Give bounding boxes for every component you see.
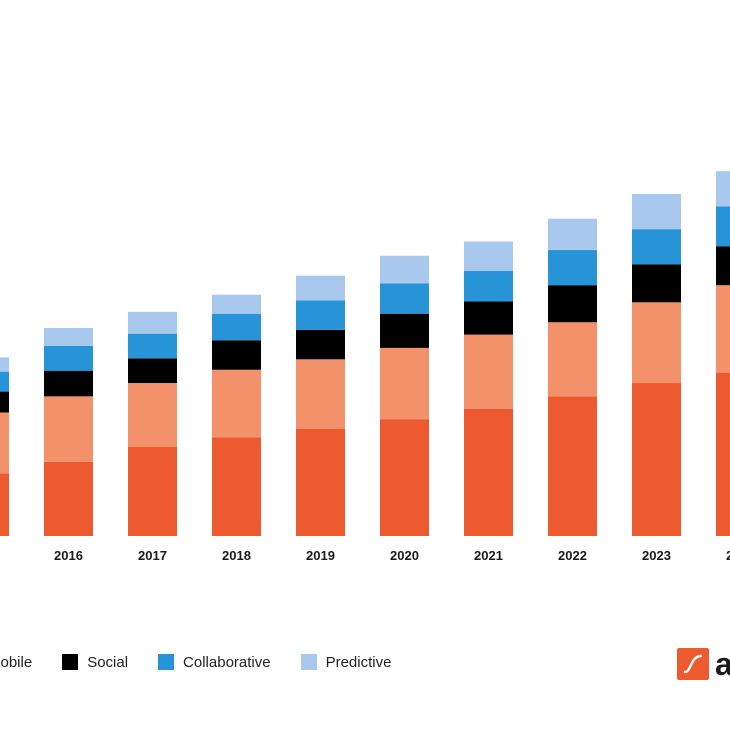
bar-segment-2022-s4 xyxy=(548,218,597,251)
bar-segment-2016-s1 xyxy=(44,396,93,462)
bar-segment-2021-s4 xyxy=(464,241,513,271)
bar-segment-2024-s1 xyxy=(716,285,730,373)
x-tick-label-2019: 2019 xyxy=(306,548,335,563)
bar-segment-2022-s3 xyxy=(548,250,597,286)
bar-segment-2020-s2 xyxy=(380,313,429,348)
legend-item-predictive: Predictive xyxy=(300,653,392,671)
bar-segment-2021-s2 xyxy=(464,301,513,335)
bar-segment-2023-s1 xyxy=(632,302,681,384)
x-tick-label-2021: 2021 xyxy=(474,548,503,563)
bar-segment-2022-s0 xyxy=(548,396,597,536)
legend-label-predictive: Predictive xyxy=(325,653,392,671)
bar-segment-2019-s2 xyxy=(296,329,345,360)
bar-segment-2024-s0 xyxy=(716,372,730,536)
bar-segment-2019-s4 xyxy=(296,275,345,301)
bar-segment-2015-s1 xyxy=(0,412,9,474)
bar-segment-2018-s2 xyxy=(212,340,261,370)
bar-segment-2020-s4 xyxy=(380,255,429,284)
bar-segment-2016-s3 xyxy=(44,346,93,371)
bar-segment-2015-s2 xyxy=(0,391,9,413)
legend-swatch-social xyxy=(62,654,79,670)
bar-segment-2019-s3 xyxy=(296,300,345,330)
bar-segment-2020-s0 xyxy=(380,419,429,536)
bar-segment-2016-s2 xyxy=(44,370,93,397)
x-tick-label-2018: 2018 xyxy=(222,548,251,563)
bar-segment-2015-s0 xyxy=(0,473,9,536)
bar-segment-2021-s1 xyxy=(464,334,513,409)
bar-segment-2016-s4 xyxy=(44,327,93,346)
bar-segment-2018-s4 xyxy=(212,294,261,314)
bar-segment-2017-s0 xyxy=(128,446,177,536)
bar-segment-2020-s3 xyxy=(380,283,429,314)
bar-segment-2015-s4 xyxy=(0,357,9,372)
brand-logo: a xyxy=(677,647,730,681)
legend-item-collaborative: Collaborative xyxy=(158,654,271,671)
bar-segment-2024-s2 xyxy=(716,246,730,286)
bar-segment-2015-s3 xyxy=(0,371,9,392)
bar-segment-2023-s0 xyxy=(632,383,681,536)
legend-item-social: Social xyxy=(62,654,128,671)
x-tick-label-2024: 2024 xyxy=(726,548,730,563)
x-tick-label-2017: 2017 xyxy=(138,548,167,563)
bar-segment-2018-s1 xyxy=(212,369,261,438)
x-tick-label-2020: 2020 xyxy=(390,548,419,563)
legend-label-social: Social xyxy=(87,653,129,671)
bar-segment-2018-s3 xyxy=(212,313,261,341)
chart-legend: Mobile Social Collaborative Predictive xyxy=(0,650,421,674)
legend-item-mobile: Mobile xyxy=(0,654,32,671)
bar-segment-2020-s1 xyxy=(380,347,429,420)
bar-segment-2019-s0 xyxy=(296,428,345,536)
bar-segment-2023-s2 xyxy=(632,264,681,303)
s-curve-logo-icon xyxy=(677,648,709,680)
bar-segment-2016-s0 xyxy=(44,461,93,536)
bar-segment-2017-s3 xyxy=(128,333,177,359)
bar-segment-2022-s1 xyxy=(548,322,597,397)
legend-swatch-collaborative xyxy=(158,654,175,670)
bar-segment-2017-s2 xyxy=(128,358,177,384)
bar-segment-2021-s3 xyxy=(464,270,513,302)
x-tick-label-2016: 2016 xyxy=(54,548,83,563)
bar-segment-2024-s4 xyxy=(716,171,730,207)
bar-segment-2023-s3 xyxy=(632,229,681,265)
bar-segment-2024-s3 xyxy=(716,206,730,247)
bar-segment-2023-s4 xyxy=(632,194,681,230)
bar-segment-2021-s0 xyxy=(464,408,513,536)
bar-segment-2018-s0 xyxy=(212,437,261,536)
legend-label-collaborative: Collaborative xyxy=(183,653,271,671)
legend-label-mobile: Mobile xyxy=(0,653,33,671)
stacked-bar-chart: 2015201620172018201920202021202220232024 xyxy=(0,171,730,563)
bar-segment-2022-s2 xyxy=(548,285,597,323)
bar-segment-2019-s1 xyxy=(296,359,345,429)
x-tick-label-2022: 2022 xyxy=(558,548,587,563)
bar-segment-2017-s1 xyxy=(128,383,177,447)
logo-text: a xyxy=(715,646,730,682)
bar-segment-2017-s4 xyxy=(128,311,177,334)
legend-swatch-predictive xyxy=(300,654,317,670)
x-tick-label-2023: 2023 xyxy=(642,548,671,563)
